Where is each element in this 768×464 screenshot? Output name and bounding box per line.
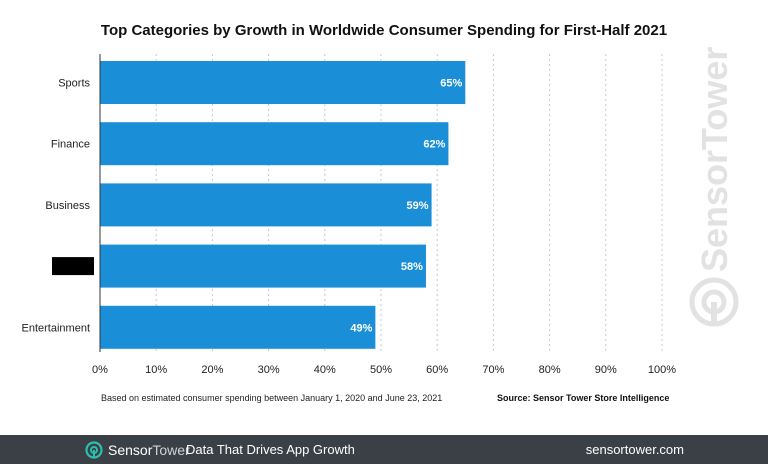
category-label: Sports [58, 78, 90, 90]
x-tick-label: 50% [370, 364, 392, 376]
brand-sensor: Sensor [108, 442, 153, 458]
bars: 65% 62% 59% 58% 49% [100, 61, 466, 349]
x-tick-label: 80% [539, 364, 561, 376]
x-tick-label: 90% [595, 364, 617, 376]
footer-tagline: Data That Drives App Growth [186, 442, 355, 457]
category-label: Entertainment [22, 322, 90, 334]
chart-title: Top Categories by Growth in Worldwide Co… [100, 22, 668, 39]
footer-url[interactable]: sensortower.com [585, 442, 684, 457]
x-tick-label: 10% [145, 364, 167, 376]
bar [100, 122, 449, 166]
bar [100, 305, 376, 349]
bar [100, 61, 466, 104]
footer-bar: SensorTower Data That Drives App Growth … [0, 435, 768, 464]
footer-brand: SensorTower [108, 442, 190, 458]
bar [100, 244, 426, 288]
x-tick-label: 30% [258, 364, 280, 376]
category-label: Finance [51, 139, 90, 151]
x-tick-label: 20% [201, 364, 223, 376]
data-label: 62% [423, 139, 445, 151]
sensortower-logo-icon [85, 441, 103, 459]
bar-chart: 65% 62% 59% 58% 49% Sports Finance Business Ent… [22, 54, 676, 376]
chart-source: Source: Sensor Tower Store Intelligence [497, 393, 670, 403]
data-label: 58% [401, 261, 423, 273]
x-tick-label: 40% [314, 364, 336, 376]
brand-tower: Tower [152, 442, 190, 458]
watermark-logo-icon [689, 277, 739, 327]
data-label: 59% [407, 200, 429, 212]
data-label: 65% [440, 78, 462, 90]
x-tick-labels: 0% 10% 20% 30% 40% 50% 60% 70% 80% 90% 100% [92, 364, 676, 376]
x-tick-label: 60% [426, 364, 448, 376]
x-tick-label: 70% [482, 364, 504, 376]
x-tick-label: 100% [648, 364, 676, 376]
x-tick-label: 0% [92, 364, 108, 376]
watermark-text: SensorTower [694, 46, 735, 272]
chart-footnote: Based on estimated consumer spending bet… [101, 393, 443, 403]
bar [100, 183, 432, 227]
redacted-category-label [52, 257, 94, 276]
category-labels: Sports Finance Business Entertainment [22, 78, 94, 334]
data-label: 49% [350, 322, 372, 334]
category-label: Business [45, 200, 90, 212]
